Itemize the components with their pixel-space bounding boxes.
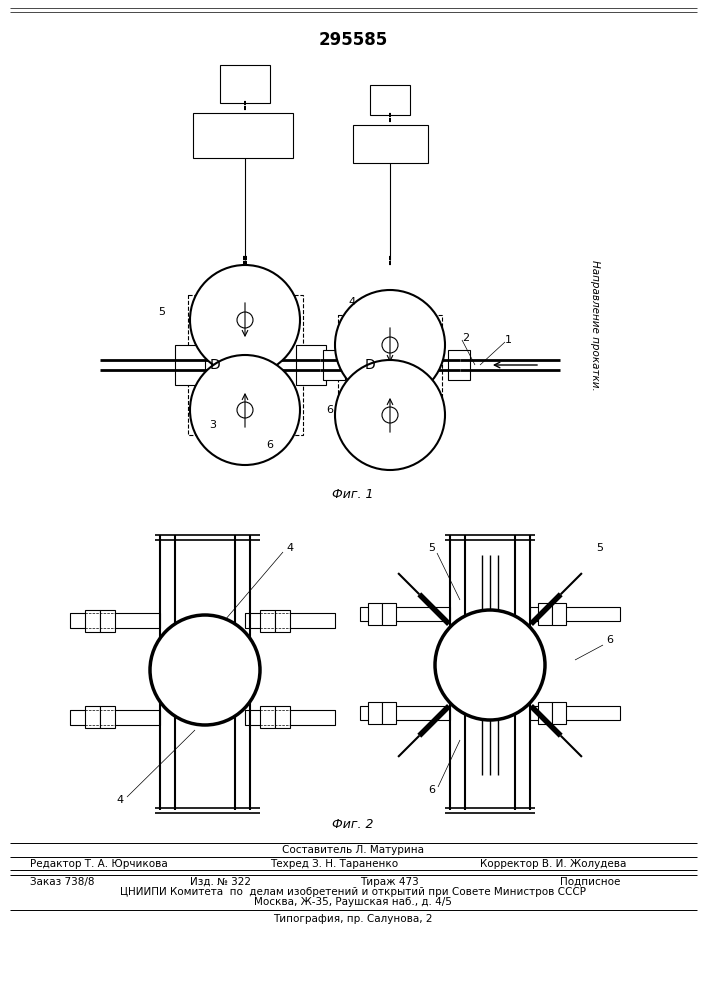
Text: 5: 5 bbox=[597, 543, 604, 553]
Text: 1: 1 bbox=[505, 335, 511, 345]
Bar bbox=[370, 85, 410, 115]
Bar bbox=[530, 607, 620, 621]
Bar bbox=[100, 610, 115, 632]
Bar bbox=[530, 706, 620, 720]
Text: Подписное: Подписное bbox=[560, 877, 620, 887]
Bar bbox=[85, 610, 100, 632]
Text: Москва, Ж-35, Раушская наб., д. 4/5: Москва, Ж-35, Раушская наб., д. 4/5 bbox=[254, 897, 452, 907]
Circle shape bbox=[237, 312, 253, 328]
Bar bbox=[323, 350, 345, 380]
Text: ЦНИИПИ Комитета  по  делам изобретений и открытий при Совете Министров СССР: ЦНИИПИ Комитета по делам изобретений и о… bbox=[120, 887, 586, 897]
Bar bbox=[260, 706, 275, 728]
Circle shape bbox=[241, 271, 249, 279]
Text: 4: 4 bbox=[286, 543, 293, 553]
Bar bbox=[552, 702, 566, 724]
Circle shape bbox=[382, 337, 398, 353]
Bar bbox=[245, 613, 335, 628]
Text: Фиг. 1: Фиг. 1 bbox=[332, 488, 374, 502]
Bar bbox=[193, 113, 293, 158]
Text: 6: 6 bbox=[327, 405, 334, 415]
Circle shape bbox=[190, 265, 300, 375]
Bar bbox=[70, 710, 160, 725]
Bar bbox=[368, 702, 382, 724]
Text: 4: 4 bbox=[117, 795, 124, 805]
Bar bbox=[220, 65, 270, 103]
Text: D: D bbox=[365, 358, 375, 372]
Text: 6: 6 bbox=[267, 440, 274, 450]
Text: Направление прокатки.: Направление прокатки. bbox=[590, 260, 600, 391]
Circle shape bbox=[237, 402, 253, 418]
Circle shape bbox=[335, 290, 445, 400]
Text: Типография, пр. Салунова, 2: Типография, пр. Салунова, 2 bbox=[273, 914, 433, 924]
Bar bbox=[175, 345, 205, 385]
Bar bbox=[275, 610, 290, 632]
Text: 5: 5 bbox=[428, 543, 436, 553]
Bar bbox=[382, 603, 396, 625]
Text: 2: 2 bbox=[462, 333, 469, 343]
Text: 3: 3 bbox=[209, 420, 216, 430]
Text: Тираж 473: Тираж 473 bbox=[360, 877, 419, 887]
Circle shape bbox=[335, 360, 445, 470]
Circle shape bbox=[382, 407, 398, 423]
Text: Редактор Т. А. Юрчикова: Редактор Т. А. Юрчикова bbox=[30, 859, 168, 869]
Circle shape bbox=[150, 615, 260, 725]
Bar bbox=[360, 706, 450, 720]
Bar bbox=[538, 603, 552, 625]
Bar bbox=[260, 610, 275, 632]
Text: Составитель Л. Матурина: Составитель Л. Матурина bbox=[282, 845, 424, 855]
Circle shape bbox=[435, 610, 545, 720]
Bar bbox=[360, 607, 450, 621]
Bar bbox=[382, 702, 396, 724]
Text: 5: 5 bbox=[158, 307, 165, 317]
Text: Изд. № 322: Изд. № 322 bbox=[190, 877, 251, 887]
Text: 6: 6 bbox=[428, 785, 436, 795]
Bar bbox=[296, 345, 326, 385]
Text: Фиг. 2: Фиг. 2 bbox=[332, 818, 374, 832]
Text: D: D bbox=[209, 358, 221, 372]
Circle shape bbox=[190, 355, 300, 465]
Bar bbox=[100, 706, 115, 728]
Bar bbox=[85, 706, 100, 728]
Bar bbox=[275, 706, 290, 728]
Bar bbox=[188, 295, 303, 435]
Bar bbox=[448, 350, 470, 380]
Bar bbox=[70, 613, 160, 628]
Text: Заказ 738/8: Заказ 738/8 bbox=[30, 877, 95, 887]
Bar bbox=[353, 125, 428, 163]
Bar bbox=[552, 603, 566, 625]
Bar bbox=[245, 710, 335, 725]
Bar bbox=[338, 315, 442, 430]
Text: 295585: 295585 bbox=[318, 31, 387, 49]
Text: Техред З. Н. Тараненко: Техред З. Н. Тараненко bbox=[270, 859, 398, 869]
Text: Корректор В. И. Жолудева: Корректор В. И. Жолудева bbox=[480, 859, 626, 869]
Text: 6: 6 bbox=[607, 635, 614, 645]
Bar bbox=[538, 702, 552, 724]
Bar bbox=[368, 603, 382, 625]
Text: 4: 4 bbox=[349, 297, 356, 307]
